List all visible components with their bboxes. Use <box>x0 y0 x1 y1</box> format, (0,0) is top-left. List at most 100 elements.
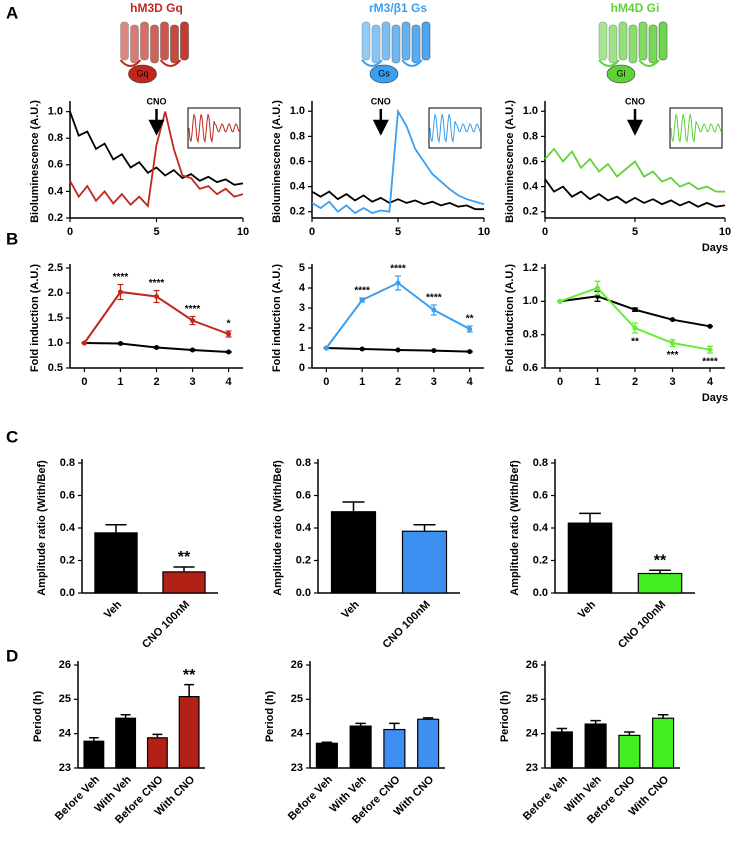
y-tick-label: 0.8 <box>296 457 311 469</box>
y-tick-label: 24 <box>526 728 539 740</box>
receptor-helix <box>170 24 179 64</box>
y-tick-label: 0.0 <box>296 587 311 599</box>
y-tick-label: 1.0 <box>48 337 63 349</box>
y-tick-label: 0.8 <box>60 457 75 469</box>
y-tick-label: 0.0 <box>533 587 548 599</box>
receptor-helix <box>628 24 638 64</box>
point <box>81 340 87 346</box>
y-tick-label: 0.4 <box>290 181 306 193</box>
bar <box>178 695 200 769</box>
y-tick-label: 0 <box>299 362 305 374</box>
point <box>595 285 600 291</box>
y-tick-label: 5 <box>299 262 305 274</box>
bar <box>652 717 675 769</box>
point <box>707 323 713 329</box>
x-tick-label: 4 <box>707 376 714 388</box>
y-tick-label: 0.8 <box>290 130 305 142</box>
receptor-helix <box>598 21 608 61</box>
point <box>670 317 675 323</box>
y-tick-label: 4 <box>299 282 306 294</box>
bar <box>162 571 206 594</box>
x-tick-label: Before Veh <box>521 773 570 822</box>
y-tick-label: 23 <box>526 762 538 774</box>
significance: *** <box>667 350 679 361</box>
y-tick-label: 0.4 <box>533 522 549 534</box>
annotation-arrow <box>372 109 389 136</box>
x-tick-label: 2 <box>632 376 638 388</box>
point <box>117 289 123 295</box>
y-tick-label: 1.0 <box>48 106 63 118</box>
significance: **** <box>390 264 406 275</box>
y-tick-label: 25 <box>526 693 538 705</box>
significance: ** <box>183 667 196 684</box>
chart-title: rM3/β1 Gs <box>369 1 427 15</box>
y-tick-label: 25 <box>59 693 71 705</box>
bar <box>618 734 641 769</box>
error-bar <box>389 722 400 730</box>
y-axis-label: Bioluminescence (A.U.) <box>29 100 41 223</box>
receptor-loop <box>598 59 660 67</box>
y-tick-label: 26 <box>526 659 538 671</box>
x-tick-label: 4 <box>467 376 474 388</box>
point <box>431 307 437 313</box>
receptor-helix <box>160 21 169 61</box>
y-tick-label: 0.0 <box>60 587 75 599</box>
significance: ** <box>178 549 191 566</box>
series-line <box>544 178 726 208</box>
x-tick-label: Veh <box>576 599 599 622</box>
y-tick-label: 1.0 <box>523 295 538 307</box>
panel-letter: A <box>6 3 18 22</box>
point <box>154 345 159 350</box>
y-tick-label: 25 <box>291 693 303 705</box>
x-tick-label: 0 <box>557 376 563 388</box>
series-line <box>311 108 485 215</box>
y-tick-label: 0.2 <box>296 554 311 566</box>
x-tick-label: 0 <box>323 376 329 388</box>
y-tick-label: 0.6 <box>296 489 311 501</box>
y-axis-label: Period (h) <box>499 691 511 743</box>
bar <box>637 572 683 594</box>
significance: **** <box>426 293 442 304</box>
significance: ** <box>654 552 667 569</box>
y-tick-label: 0.8 <box>48 132 63 144</box>
g-protein <box>369 64 399 84</box>
receptor-helix <box>371 24 381 64</box>
bar <box>401 530 448 594</box>
point <box>707 347 713 353</box>
series-line <box>544 147 725 193</box>
g-protein <box>606 64 636 84</box>
series-line <box>69 111 244 186</box>
point <box>670 340 675 346</box>
bar <box>315 742 338 769</box>
point <box>395 280 401 286</box>
receptor-helix <box>421 21 431 61</box>
receptor-helix <box>411 24 421 64</box>
y-axis-label: Amplitude ratio (With/Bef) <box>272 460 284 596</box>
x-tick-label: Veh <box>339 599 362 622</box>
chart-title: hM4D Gi <box>611 1 660 15</box>
bar <box>584 723 607 769</box>
point <box>395 347 401 353</box>
receptor-helix <box>608 24 618 64</box>
receptor-helix <box>140 21 149 61</box>
x-tick-label: Before Veh <box>286 773 335 822</box>
y-tick-label: 1.5 <box>48 312 63 324</box>
y-tick-label: 0.5 <box>48 362 63 374</box>
y-tick-label: 2 <box>299 322 305 334</box>
y-tick-label: 23 <box>291 762 303 774</box>
significance: ** <box>631 337 639 348</box>
x-tick-label: 10 <box>719 226 731 238</box>
x-tick-label: 10 <box>478 226 490 238</box>
error-bar <box>184 683 195 697</box>
y-axis-label: Period (h) <box>32 691 44 743</box>
y-tick-label: 26 <box>59 659 71 671</box>
y-tick-label: 2.0 <box>48 287 63 299</box>
point <box>117 341 123 346</box>
significance: * <box>227 319 231 330</box>
significance: ** <box>466 314 474 325</box>
y-tick-label: 0.2 <box>523 206 538 218</box>
y-tick-label: 1.0 <box>523 105 538 117</box>
panel-letter: B <box>6 229 18 248</box>
x-tick-label: 10 <box>237 226 249 238</box>
y-tick-label: 0.6 <box>523 362 538 374</box>
